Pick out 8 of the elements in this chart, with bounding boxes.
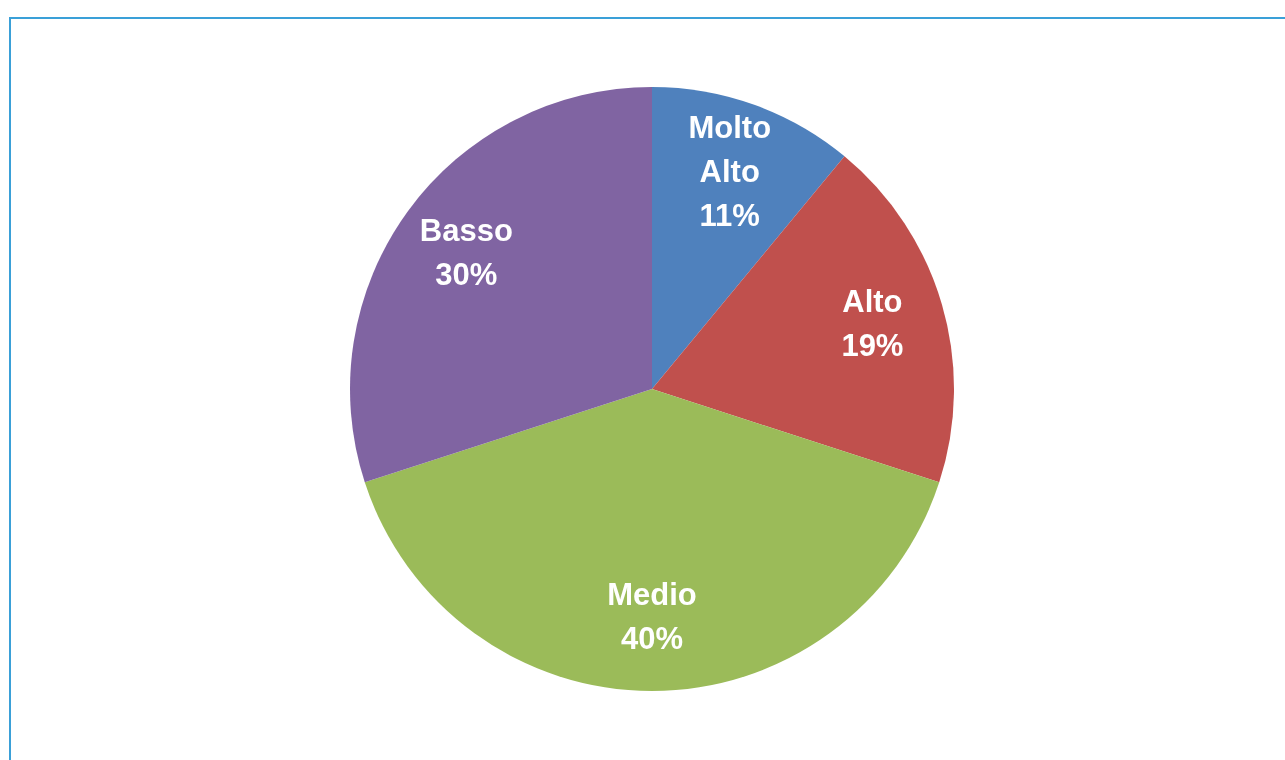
slice-label: Basso [419,212,513,248]
slice-label: Molto Alto [688,109,772,189]
data-label: 40% [620,621,684,657]
slice-label: Medio [607,577,697,613]
slice-label: Alto [842,283,903,319]
data-label: 30% [435,256,498,292]
data-label: 11% [699,197,760,233]
data-label: 19% [841,327,904,363]
